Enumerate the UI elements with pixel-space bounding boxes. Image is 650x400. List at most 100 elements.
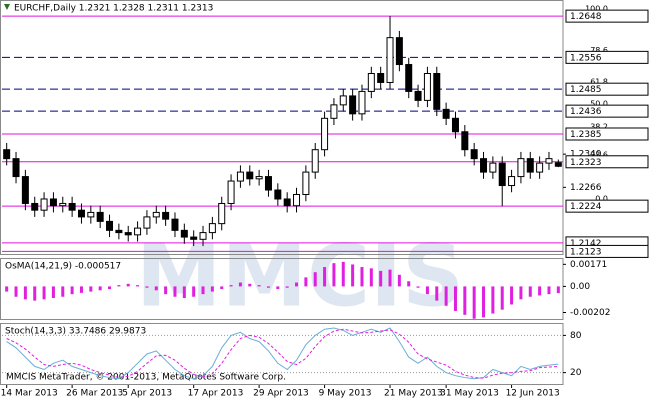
candle-body	[293, 193, 301, 207]
candle-body	[3, 149, 11, 160]
histogram-bar	[89, 286, 93, 292]
candle-body	[423, 72, 431, 101]
candle-body	[302, 171, 310, 195]
x-tick-label: 9 May 2013	[319, 389, 372, 399]
histogram-bar	[369, 268, 373, 287]
y-tick-label: 1.2266	[570, 183, 602, 193]
x-tick-label: 26 Mar 2013	[66, 389, 123, 399]
y-tick-label: 0.00	[570, 282, 590, 292]
candle-body	[134, 227, 142, 236]
watermark: MMCIS	[136, 226, 464, 326]
candle-body	[96, 211, 104, 222]
histogram-bar	[136, 285, 140, 287]
histogram-bar	[182, 286, 186, 299]
x-tick-label: 29 Apr 2013	[253, 389, 309, 399]
price-box	[565, 104, 649, 118]
histogram-bar	[248, 283, 252, 287]
candle-body	[40, 198, 48, 211]
histogram-bar	[33, 286, 37, 301]
price-box	[565, 50, 649, 64]
price-label: 1.2224	[570, 202, 602, 212]
candle-body	[162, 211, 170, 220]
stoch-line	[6, 327, 559, 380]
candle-body	[405, 64, 413, 92]
y-tick-label: 0.00171	[570, 260, 607, 270]
histogram-bar	[145, 286, 149, 288]
candle-body	[480, 158, 488, 173]
candle-body	[246, 171, 254, 180]
histogram-bar	[295, 282, 299, 287]
candle-body	[12, 158, 20, 178]
histogram-bar	[61, 286, 65, 297]
candle-body	[339, 95, 347, 106]
price-label: 1.2485	[570, 85, 602, 95]
histogram-bar	[70, 286, 74, 295]
histogram-bar	[519, 286, 523, 300]
candle-body	[433, 72, 441, 110]
candle-body	[31, 202, 39, 211]
candle-body	[377, 72, 385, 83]
histogram-bar	[313, 272, 317, 287]
fib-label: 23.6	[590, 150, 608, 159]
histogram-bar	[154, 286, 158, 291]
price-label: 1.2648	[570, 12, 602, 22]
price-label: 1.2323	[570, 158, 602, 168]
candle-body	[68, 202, 76, 211]
price-box	[565, 155, 649, 169]
histogram-bar	[5, 286, 9, 292]
candle-body	[489, 162, 497, 173]
histogram-bar	[397, 274, 401, 287]
x-tick-label: 17 Apr 2013	[188, 389, 244, 399]
histogram-bar	[276, 286, 280, 289]
histogram-bar	[304, 277, 308, 287]
candle-body	[208, 223, 216, 234]
candle-body	[190, 236, 198, 240]
histogram-bar	[14, 286, 18, 297]
panel-title: Stoch(14,3,3) 33.7486 29.9873	[5, 327, 146, 337]
candle-body	[386, 37, 394, 83]
histogram-bar	[407, 281, 411, 287]
candle-body	[283, 198, 291, 207]
candle-body	[143, 216, 151, 229]
histogram-bar	[538, 286, 542, 296]
histogram-bar	[98, 286, 102, 291]
histogram-bar	[79, 286, 83, 293]
histogram-bar	[42, 286, 46, 300]
candle-body	[124, 232, 132, 236]
histogram-bar	[500, 286, 504, 310]
candle-body	[526, 158, 534, 173]
x-tick-label: 31 May 2013	[440, 389, 499, 399]
candle-body	[349, 95, 357, 115]
histogram-bar	[360, 267, 364, 287]
candle-body	[451, 117, 459, 133]
candle-body	[311, 149, 319, 173]
footer-text: MMCIS MetaTrader, © 2001-2013, MetaQuote…	[6, 373, 286, 383]
panel-frame	[0, 0, 564, 255]
candle-body	[274, 189, 282, 200]
symbol-icon	[4, 4, 10, 10]
x-tick-label: 21 May 2013	[384, 389, 443, 399]
fib-label: 100.0	[585, 5, 608, 14]
histogram-bar	[323, 267, 327, 287]
price-box	[565, 244, 649, 258]
candle-body	[554, 162, 562, 167]
candle-body	[87, 211, 95, 218]
candle-body	[218, 202, 226, 225]
histogram-bar	[257, 285, 261, 287]
histogram-bar	[351, 264, 355, 287]
histogram-bar	[491, 286, 495, 314]
histogram-bar	[285, 286, 289, 288]
candle-body	[152, 211, 160, 218]
candle-body	[442, 108, 450, 119]
price-label: 1.2385	[570, 130, 602, 140]
histogram-bar	[463, 286, 467, 315]
candle-body	[264, 176, 272, 191]
histogram-bar	[126, 283, 130, 287]
panel-frame	[0, 323, 564, 385]
candle-body	[536, 162, 544, 173]
y-tick-label: 80	[570, 331, 582, 341]
histogram-bar	[266, 286, 270, 288]
candle-body	[545, 158, 553, 164]
